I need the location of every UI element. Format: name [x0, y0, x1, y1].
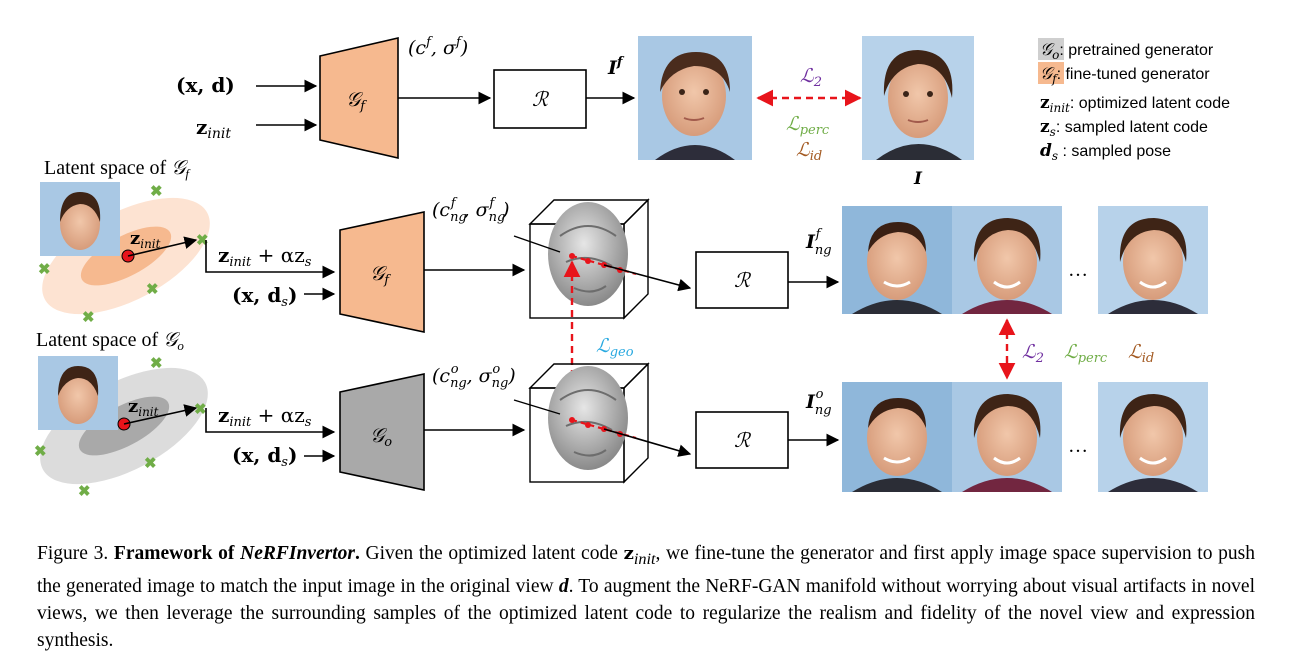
latent-f-title: Latent space of 𝒢f [44, 155, 191, 181]
ng-f-label: (cngf, σngf) [432, 196, 510, 225]
loss-l2-top: ℒ2 [800, 65, 822, 90]
sample-cross: ✖ [144, 456, 157, 472]
mid-input-f-z: zinit + αzs [218, 243, 312, 270]
sample-cross: ✖ [194, 402, 207, 418]
mid-input-o-xds: (x, ds) [232, 443, 297, 470]
latent-f-thumbnail [40, 182, 120, 256]
output-face-o-1 [842, 382, 952, 492]
caption-d: d [558, 575, 569, 597]
loss-id-top: ℒid [796, 139, 822, 164]
ellipsis-o: … [1068, 435, 1088, 457]
sample-cross: ✖ [150, 184, 163, 200]
legend-item-zinit: zinit: optimized latent code [1040, 93, 1230, 115]
output-face-f-3 [1098, 206, 1208, 314]
mid-generator-f-label: 𝒢f [370, 261, 391, 288]
mid-renderer-f [695, 251, 789, 309]
I-ng-f-label: Ingf [805, 227, 832, 258]
caption-bold-end: . [354, 543, 360, 564]
loss-id-bottom: ℒid [1128, 341, 1154, 366]
loss-perc-bottom: ℒperc [1064, 341, 1108, 366]
renderer-label: ℛ [734, 268, 752, 292]
mesh-cube-o [513, 362, 692, 484]
top-generator-f [319, 36, 399, 160]
latent-space-f: Latent space of 𝒢f zinit ✖ ✖ ✖ ✖ ✖ [38, 155, 210, 326]
latent-o-title: Latent space of 𝒢o [36, 327, 184, 353]
mid-generator-o [339, 373, 425, 491]
caption-bold-italic: NeRFInvertor [240, 543, 355, 564]
mid-input-f-xds: (x, ds) [232, 283, 297, 310]
renderer-label: ℛ [734, 428, 752, 452]
legend-swatch-orange [1038, 62, 1064, 84]
latent-o-thumbnail [38, 356, 118, 430]
sample-cross: ✖ [78, 484, 91, 500]
top-row: (x, d) zinit 𝒢f (cf, σf) ℛ If ℒ2 ℒperc ℒ… [176, 35, 974, 189]
latent-f-zinit: zinit [130, 228, 161, 251]
face-image-If [638, 36, 752, 160]
legend-item-zs: zs: sampled latent code [1040, 117, 1208, 139]
mid-renderer-o [695, 411, 789, 469]
caption-text-1: Given the optimized latent code [359, 543, 624, 564]
sample-cross: ✖ [150, 356, 163, 372]
top-renderer [493, 69, 587, 129]
legend-item-Gf: 𝒢f: fine-tuned generator [1040, 64, 1210, 86]
top-generator-label: 𝒢f [346, 87, 367, 114]
ng-o-label: (cngo, σngo) [432, 362, 516, 391]
caption-z: z [623, 543, 634, 564]
legend-item-Go: 𝒢o: pretrained generator [1040, 40, 1214, 62]
output-face-o-2 [952, 382, 1062, 492]
ellipsis-f: … [1068, 259, 1088, 281]
middle-row-finetuned: zinit + αzs (x, ds) 𝒢f (cngf, σngf) ℛ In… [205, 196, 1208, 333]
sample-cross: ✖ [38, 262, 51, 278]
I-label: I [913, 169, 923, 189]
output-face-f-2 [952, 206, 1062, 314]
figure-caption: Figure 3. Framework of NeRFInvertor. Giv… [37, 540, 1255, 654]
top-generator-output: (cf, σf) [408, 35, 468, 59]
caption-bold: Framework of [113, 543, 241, 564]
latent-o-zinit: zinit [128, 396, 159, 419]
legend: 𝒢o: pretrained generator 𝒢f: fine-tuned … [1038, 38, 1230, 163]
top-input-x-d: (x, d) [176, 73, 235, 97]
I-ng-o-label: Ingo [805, 387, 832, 418]
output-face-f-1 [842, 206, 952, 314]
latent-space-o: Latent space of 𝒢o zinit ✖ ✖ ✖ ✖ ✖ [34, 327, 208, 500]
output-face-o-3 [1098, 382, 1208, 492]
top-input-zinit: zinit [196, 115, 231, 142]
framework-figure: (x, d) zinit 𝒢f (cf, σf) ℛ If ℒ2 ℒperc ℒ… [34, 35, 1230, 500]
legend-swatch-gray [1038, 38, 1064, 60]
renderer-label: ℛ [532, 87, 550, 111]
caption-text-2: , we fine-tune the generator and first a… [37, 543, 1255, 597]
legend-item-ds: ds : sampled pose [1040, 141, 1171, 163]
face-image-I [862, 36, 974, 160]
mid-generator-o-label: 𝒢o [370, 423, 392, 450]
caption-text-3: . To augment the NeRF-GAN manifold witho… [37, 575, 1255, 651]
sample-cross: ✖ [34, 444, 47, 460]
caption-z-sub: init [633, 549, 656, 568]
loss-perc-top: ℒperc [786, 113, 830, 138]
mid-generator-f [339, 211, 425, 333]
sample-cross: ✖ [82, 310, 95, 326]
I-f-label: If [607, 55, 625, 79]
mesh-cube-f [513, 198, 692, 320]
mid-input-o-z: zinit + αzs [218, 403, 312, 430]
caption-prefix: Figure 3. [37, 543, 114, 564]
loss-geo: ℒgeo [596, 335, 634, 360]
sample-cross: ✖ [146, 282, 159, 298]
loss-l2-bottom: ℒ2 [1022, 341, 1044, 366]
bottom-row-pretrained: zinit + αzs (x, ds) 𝒢o (cngo, σngo) ℛ In… [205, 362, 1208, 492]
